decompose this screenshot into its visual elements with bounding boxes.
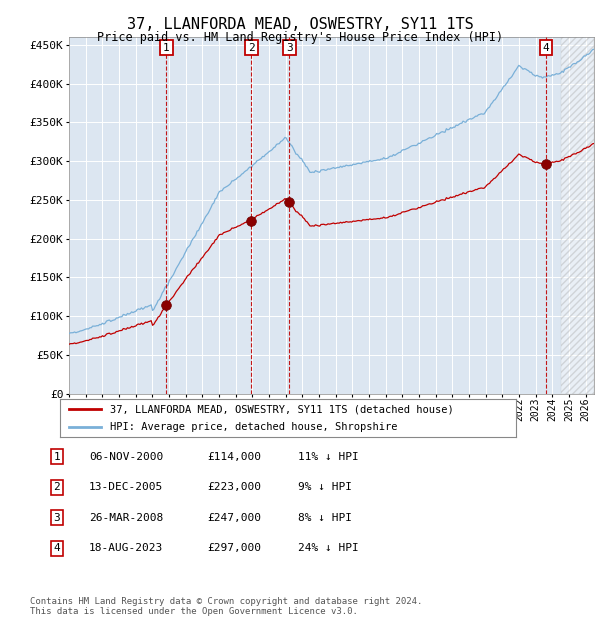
Text: 3: 3	[286, 43, 293, 53]
Text: £114,000: £114,000	[207, 452, 261, 462]
Text: 8% ↓ HPI: 8% ↓ HPI	[298, 513, 352, 523]
Text: 9% ↓ HPI: 9% ↓ HPI	[298, 482, 352, 492]
Text: £297,000: £297,000	[207, 543, 261, 553]
Text: 13-DEC-2005: 13-DEC-2005	[89, 482, 163, 492]
Text: 2: 2	[248, 43, 255, 53]
Text: 11% ↓ HPI: 11% ↓ HPI	[298, 452, 359, 462]
Text: 2: 2	[53, 482, 61, 492]
Text: £247,000: £247,000	[207, 513, 261, 523]
Text: Contains HM Land Registry data © Crown copyright and database right 2024.: Contains HM Land Registry data © Crown c…	[30, 597, 422, 606]
Text: 37, LLANFORDA MEAD, OSWESTRY, SY11 1TS (detached house): 37, LLANFORDA MEAD, OSWESTRY, SY11 1TS (…	[110, 404, 454, 414]
Text: 37, LLANFORDA MEAD, OSWESTRY, SY11 1TS: 37, LLANFORDA MEAD, OSWESTRY, SY11 1TS	[127, 17, 473, 32]
Text: 26-MAR-2008: 26-MAR-2008	[89, 513, 163, 523]
Text: 18-AUG-2023: 18-AUG-2023	[89, 543, 163, 553]
Text: 3: 3	[53, 513, 61, 523]
Text: 1: 1	[163, 43, 170, 53]
Text: 4: 4	[53, 543, 61, 553]
Text: 24% ↓ HPI: 24% ↓ HPI	[298, 543, 359, 553]
Text: 4: 4	[543, 43, 550, 53]
Text: Price paid vs. HM Land Registry's House Price Index (HPI): Price paid vs. HM Land Registry's House …	[97, 31, 503, 44]
Text: 06-NOV-2000: 06-NOV-2000	[89, 452, 163, 462]
Bar	[560, 37, 594, 394]
Text: This data is licensed under the Open Government Licence v3.0.: This data is licensed under the Open Gov…	[30, 607, 358, 616]
Text: £223,000: £223,000	[207, 482, 261, 492]
Text: HPI: Average price, detached house, Shropshire: HPI: Average price, detached house, Shro…	[110, 422, 398, 432]
Text: 1: 1	[53, 452, 61, 462]
